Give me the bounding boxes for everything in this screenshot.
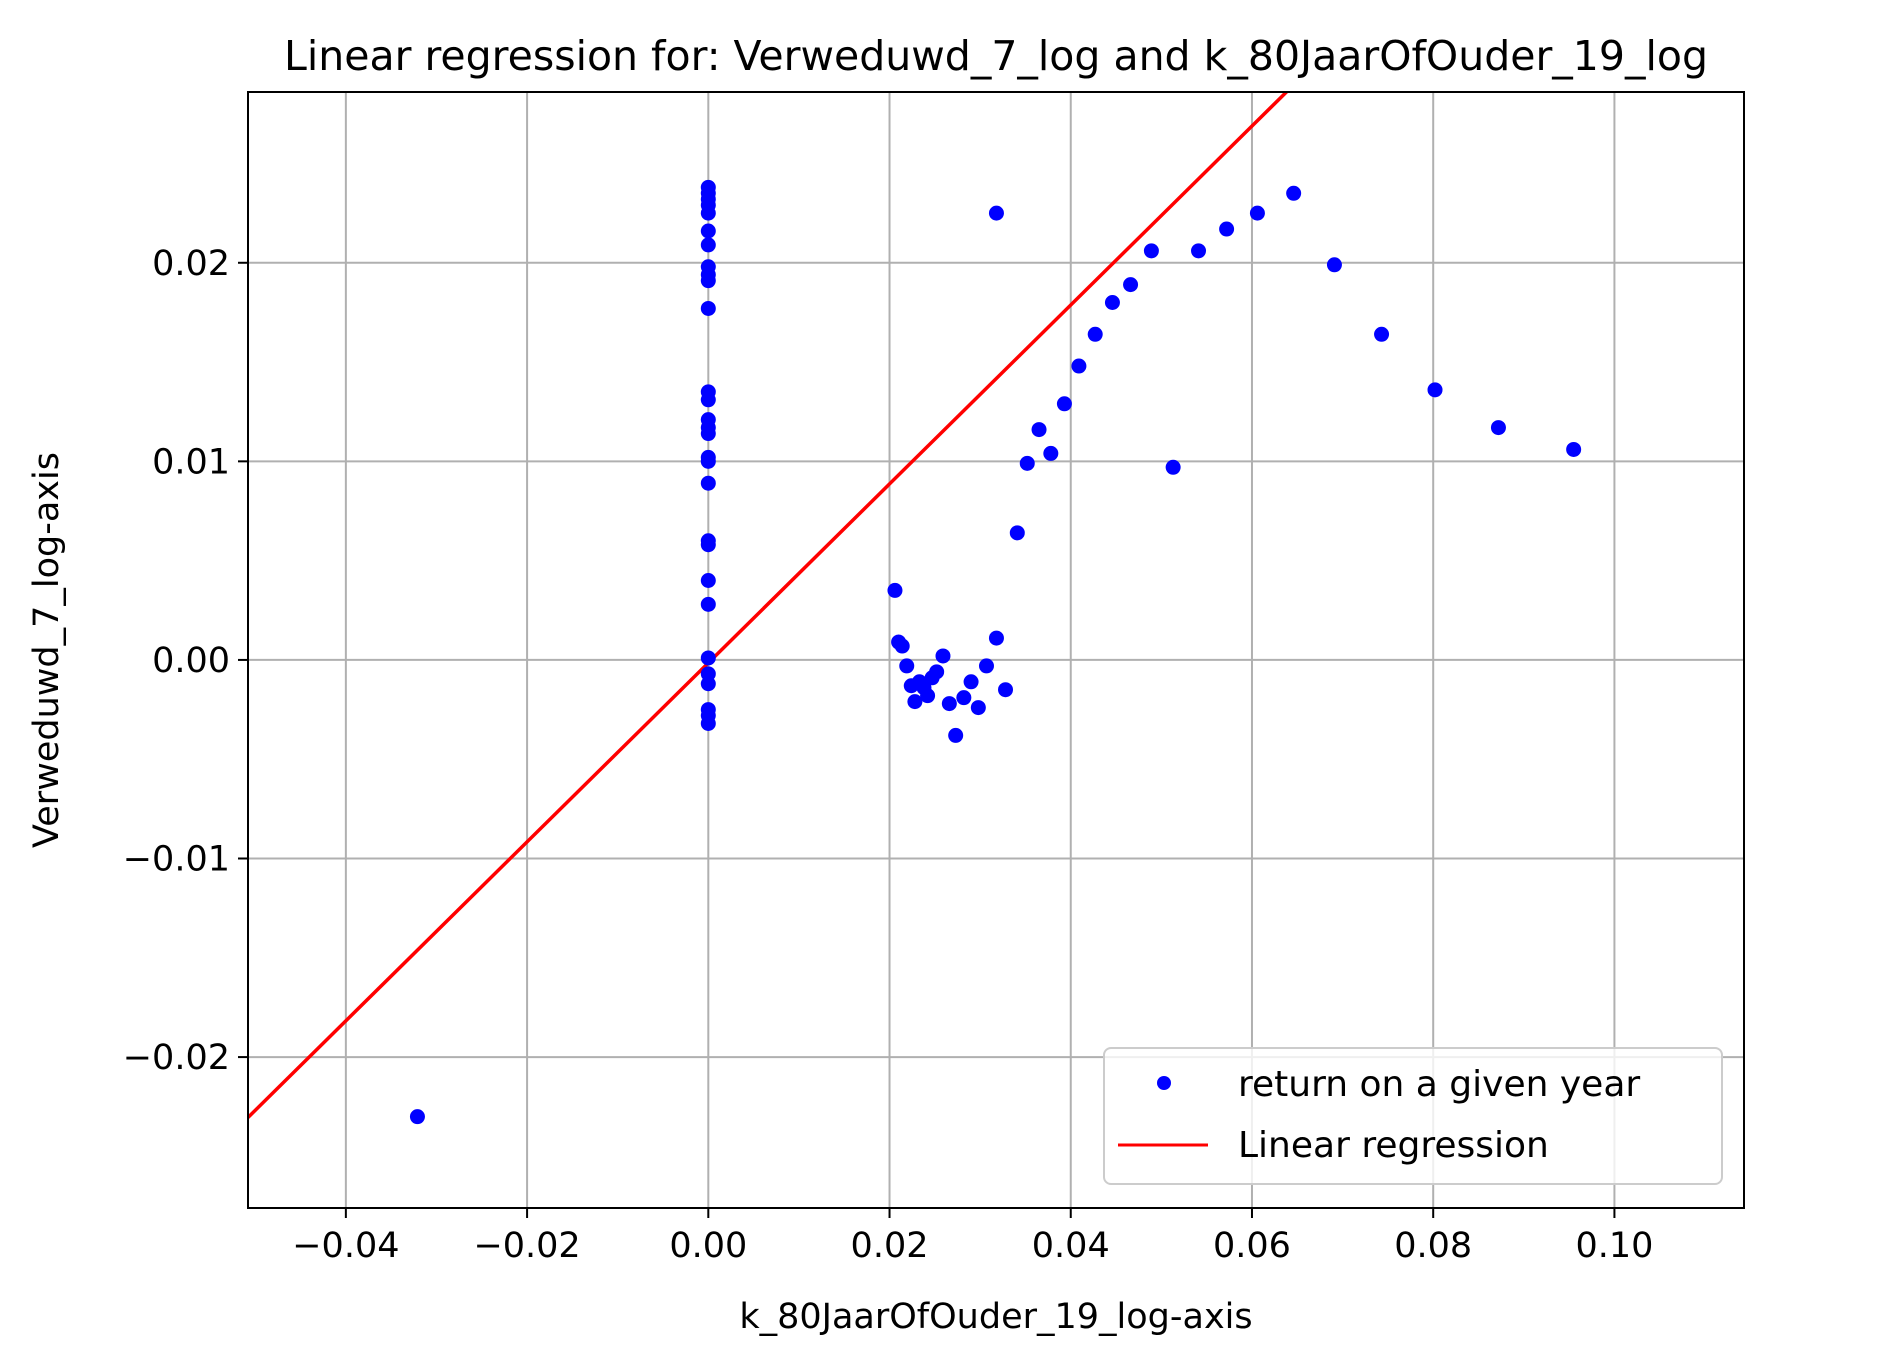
y-tick-label: 0.02	[152, 244, 230, 284]
scatter-point	[700, 676, 716, 692]
x-tick-label: 0.06	[1213, 1226, 1291, 1266]
scatter-point	[1019, 455, 1035, 471]
scatter-point	[700, 650, 716, 666]
scatter-point	[700, 392, 716, 408]
scatter-series	[409, 179, 1582, 1125]
scatter-point	[1071, 358, 1087, 374]
y-axis-title: Verweduwd_7_log-axis	[27, 452, 67, 848]
scatter-point	[1490, 420, 1506, 436]
scatter-point	[948, 727, 964, 743]
scatter-point	[988, 630, 1004, 646]
legend-label-line: Linear regression	[1238, 1125, 1549, 1166]
scatter-point	[700, 223, 716, 239]
legend-label-scatter: return on a given year	[1238, 1064, 1640, 1105]
scatter-point	[1219, 221, 1235, 237]
scatter-point	[894, 638, 910, 654]
scatter-point	[1043, 445, 1059, 461]
scatter-point	[963, 674, 979, 690]
scatter-point	[1374, 326, 1390, 342]
scatter-point	[998, 682, 1014, 698]
scatter-point	[1031, 422, 1047, 438]
scatter-point	[700, 475, 716, 491]
legend-box	[1103, 1047, 1723, 1185]
legend: return on a given year Linear regression	[1103, 1047, 1723, 1185]
scatter-point	[970, 700, 986, 716]
scatter-point	[935, 648, 951, 664]
scatter-point	[1087, 326, 1103, 342]
regression-line	[248, 92, 1289, 1119]
y-tick-label: 0.01	[152, 442, 230, 482]
x-axis: −0.04 −0.02 0.00 0.02 0.04 0.06 0.08 0.10	[292, 1208, 1653, 1266]
scatter-point	[887, 582, 903, 598]
scatter-point	[700, 273, 716, 289]
scatter-point	[700, 205, 716, 221]
scatter-point	[700, 237, 716, 253]
scatter-point	[920, 688, 936, 704]
scatter-point	[1427, 382, 1443, 398]
scatter-point	[700, 596, 716, 612]
scatter-point	[1056, 396, 1072, 412]
scatter-point	[409, 1109, 425, 1125]
x-tick-label: −0.02	[473, 1226, 580, 1266]
scatter-point	[988, 205, 1004, 221]
scatter-point	[907, 694, 923, 710]
scatter-point	[1165, 459, 1181, 475]
scatter-point	[978, 658, 994, 674]
x-tick-label: 0.02	[851, 1226, 929, 1266]
regression-series	[248, 92, 1289, 1119]
scatter-point	[700, 453, 716, 469]
scatter-point	[1286, 185, 1302, 201]
scatter-point	[899, 658, 915, 674]
scatter-point	[700, 537, 716, 553]
scatter-point	[1123, 277, 1139, 293]
scatter-point	[1326, 257, 1342, 273]
scatter-point	[700, 426, 716, 442]
scatter-point	[700, 300, 716, 316]
scatter-point	[1104, 294, 1120, 310]
y-tick-label: −0.02	[123, 1038, 230, 1078]
scatter-point	[700, 715, 716, 731]
y-tick-label: 0.00	[152, 641, 230, 681]
x-tick-label: 0.00	[669, 1226, 747, 1266]
x-tick-label: 0.04	[1032, 1226, 1110, 1266]
y-tick-label: −0.01	[123, 840, 230, 880]
plot-frame	[247, 91, 1745, 1209]
scatter-point	[1143, 243, 1159, 259]
scatter-point	[941, 696, 957, 712]
scatter-point	[1191, 243, 1207, 259]
scatter-point	[1249, 205, 1265, 221]
x-tick-label: 0.08	[1394, 1226, 1472, 1266]
scatter-point	[956, 690, 972, 706]
x-axis-title: k_80JaarOfOuder_19_log-axis	[739, 1297, 1252, 1337]
x-tick-label: 0.10	[1575, 1226, 1653, 1266]
y-axis: −0.02 −0.01 0.00 0.01 0.02	[123, 244, 248, 1078]
scatter-point	[700, 572, 716, 588]
x-tick-label: −0.04	[292, 1226, 399, 1266]
scatter-point	[1566, 441, 1582, 457]
scatter-point	[1009, 525, 1025, 541]
chart-title: Linear regression for: Verweduwd_7_log a…	[284, 32, 1708, 80]
legend-marker-scatter	[1157, 1076, 1171, 1090]
scatter-point	[929, 664, 945, 680]
